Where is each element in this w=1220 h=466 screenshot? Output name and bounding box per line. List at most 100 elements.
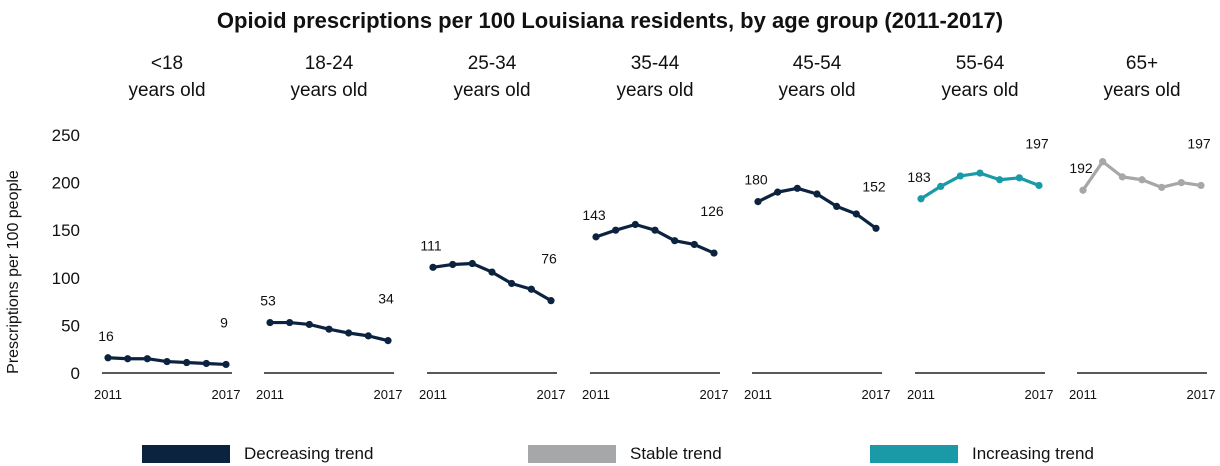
data-point xyxy=(1158,183,1166,191)
legend-swatch-stable xyxy=(528,445,616,463)
y-tick-label: 200 xyxy=(52,174,80,193)
data-point xyxy=(996,176,1004,184)
legend-swatch-decreasing xyxy=(142,445,230,463)
panel-label-age: 45-54 xyxy=(792,53,842,74)
data-point xyxy=(592,233,600,241)
x-tick-label: 2011 xyxy=(419,387,447,402)
panel-label-age: 35-44 xyxy=(630,53,680,74)
data-point xyxy=(872,224,880,232)
legend-item-decreasing: Decreasing trend xyxy=(142,443,373,465)
x-tick-label: 2017 xyxy=(700,387,729,402)
data-label-start: 180 xyxy=(744,172,768,188)
data-label-end: 152 xyxy=(862,178,886,194)
y-tick-label: 100 xyxy=(52,269,80,288)
data-point xyxy=(833,202,841,210)
panel-label-suffix: years old xyxy=(1103,80,1181,101)
data-point xyxy=(202,359,210,368)
data-point xyxy=(266,318,274,327)
data-label-end: 9 xyxy=(220,314,228,330)
legend-swatch-increasing xyxy=(870,445,958,463)
data-point xyxy=(143,355,151,363)
chart-title: Opioid prescriptions per 100 Louisiana r… xyxy=(216,8,1004,33)
series-line xyxy=(1081,160,1202,192)
data-label-start: 111 xyxy=(420,237,441,253)
x-tick-label: 2011 xyxy=(94,387,122,402)
data-point xyxy=(651,226,659,234)
data-point xyxy=(508,279,516,288)
data-point xyxy=(956,172,964,180)
panel-label: 45-54 years old xyxy=(742,50,892,104)
data-point xyxy=(1118,173,1126,181)
data-point xyxy=(793,184,801,192)
panel-label: 18-24 years old xyxy=(254,50,404,104)
data-label-start: 183 xyxy=(907,169,931,185)
data-point xyxy=(774,188,782,196)
data-point xyxy=(384,337,392,345)
x-tick-label: 2011 xyxy=(582,387,610,402)
legend-label-increasing: Increasing trend xyxy=(972,444,1094,463)
y-tick-label: 50 xyxy=(61,316,80,335)
x-tick-label: 2017 xyxy=(212,387,241,402)
data-label-start: 143 xyxy=(582,207,606,223)
data-point xyxy=(813,190,821,198)
data-label-end: 197 xyxy=(1187,135,1211,151)
data-point xyxy=(547,297,555,305)
data-point xyxy=(1197,181,1205,190)
data-point xyxy=(1015,174,1023,182)
legend-item-increasing: Increasing trend xyxy=(870,443,1094,465)
data-point xyxy=(976,169,984,177)
panel-label-suffix: years old xyxy=(778,80,856,101)
panel-label: <18 years old xyxy=(92,50,242,104)
data-point xyxy=(671,237,679,245)
data-point xyxy=(690,240,698,249)
data-point xyxy=(286,318,294,327)
data-point xyxy=(527,285,535,293)
panel-label: 65+ years old xyxy=(1067,50,1217,104)
y-tick-label: 0 xyxy=(71,364,80,383)
panel-label-age: 55-64 xyxy=(955,53,1005,74)
panel-label-suffix: years old xyxy=(616,80,694,101)
data-point xyxy=(1035,181,1043,190)
x-tick-label: 2011 xyxy=(907,387,935,402)
x-tick-label: 2017 xyxy=(537,387,566,402)
data-point xyxy=(104,354,112,362)
data-point xyxy=(488,268,496,276)
panel-label-suffix: years old xyxy=(941,80,1019,101)
data-point xyxy=(1079,186,1087,194)
legend-label-decreasing: Decreasing trend xyxy=(244,444,374,463)
data-point xyxy=(754,198,762,206)
panel-label-suffix: years old xyxy=(290,80,368,101)
data-point xyxy=(429,263,437,271)
data-label-start: 192 xyxy=(1069,160,1093,176)
data-point xyxy=(222,360,230,369)
data-label-start: 16 xyxy=(98,328,114,344)
panel-label-age: 18-24 xyxy=(304,53,354,74)
panel-label: 55-64 years old xyxy=(905,50,1055,104)
x-tick-label: 2011 xyxy=(1069,387,1097,402)
panel-label-suffix: years old xyxy=(453,80,531,101)
panel-label: 25-34 years old xyxy=(417,50,567,104)
panel-label-suffix: years old xyxy=(128,80,206,101)
data-point xyxy=(917,195,925,203)
x-tick-label: 2017 xyxy=(374,387,403,402)
y-tick-label: 250 xyxy=(52,126,80,145)
x-tick-label: 2011 xyxy=(744,387,772,402)
panel-label-age: 65+ xyxy=(1125,53,1159,74)
x-tick-label: 2017 xyxy=(862,387,891,402)
data-point xyxy=(325,325,333,333)
panel-label: 35-44 years old xyxy=(580,50,730,104)
x-tick-label: 2017 xyxy=(1187,387,1216,402)
data-point xyxy=(449,260,457,269)
data-point xyxy=(305,320,313,329)
legend-label-stable: Stable trend xyxy=(630,444,722,463)
data-point xyxy=(364,332,372,340)
data-label-start: 53 xyxy=(260,293,276,309)
x-tick-label: 2011 xyxy=(256,387,284,402)
panel-label-age: <18 xyxy=(150,53,184,74)
data-label-end: 197 xyxy=(1025,135,1049,151)
data-point xyxy=(124,355,132,363)
data-point xyxy=(612,226,620,234)
data-point xyxy=(1099,158,1107,166)
data-point xyxy=(710,249,718,257)
